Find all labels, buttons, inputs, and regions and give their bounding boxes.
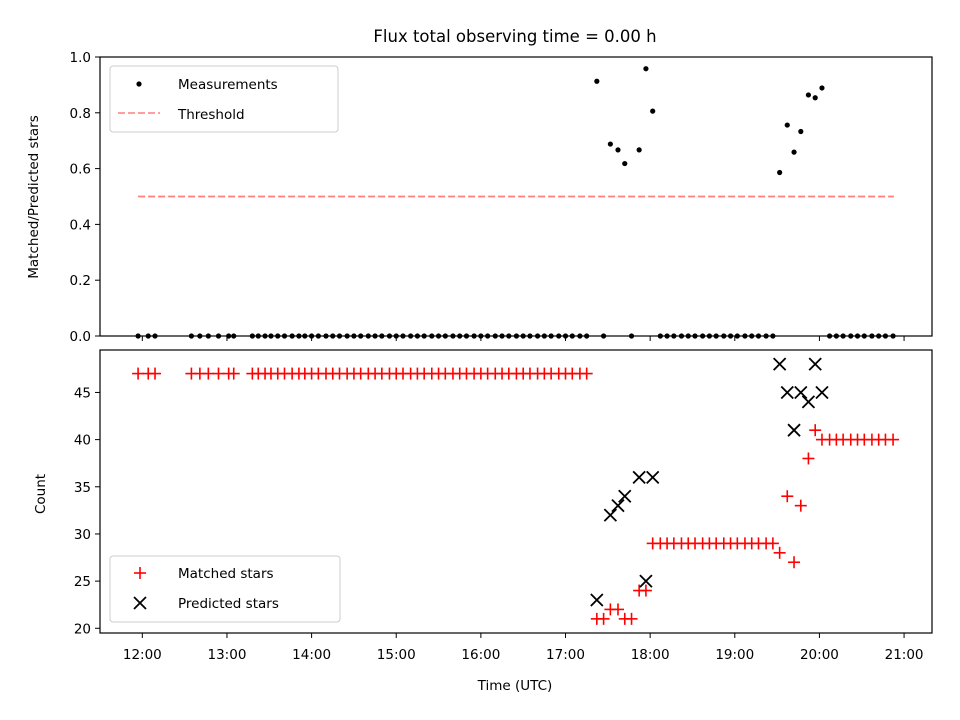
bottom-y-tick-label: 30 bbox=[74, 527, 91, 543]
measurement-point bbox=[594, 78, 600, 84]
x-tick-label: 16:00 bbox=[461, 647, 500, 663]
measurement-point bbox=[636, 147, 642, 153]
measurement-point bbox=[643, 66, 649, 72]
predicted-star-point bbox=[801, 395, 816, 409]
predicted-star-point bbox=[590, 593, 604, 607]
predicted-star-point bbox=[632, 470, 646, 484]
matched-star-point bbox=[802, 452, 815, 465]
x-tick-label: 20:00 bbox=[800, 647, 839, 663]
matched-star-point bbox=[212, 367, 225, 380]
measurement-point bbox=[622, 160, 628, 167]
measurement-point bbox=[791, 149, 797, 155]
matched-star-point bbox=[766, 537, 779, 550]
predicted-star-point bbox=[815, 385, 829, 400]
chart-title: Flux total observing time = 0.00 h bbox=[373, 27, 656, 46]
bottom-legend-frame bbox=[109, 555, 341, 623]
measurement-point bbox=[812, 95, 818, 101]
measurement-point bbox=[650, 108, 656, 114]
matched-star-point bbox=[132, 367, 145, 380]
top-y-tick-label: 0.2 bbox=[70, 273, 91, 289]
x-tick-label: 17:00 bbox=[546, 647, 585, 663]
bottom-y-ticks: 20 25 30 35 40 45 bbox=[74, 385, 100, 637]
top-y-tick-label: 0.0 bbox=[70, 329, 91, 345]
predicted-star-point bbox=[808, 357, 822, 371]
matched-star-point bbox=[781, 490, 794, 503]
predicted-star-point bbox=[773, 357, 787, 371]
legend-matched-label: Matched stars bbox=[178, 566, 274, 582]
bottom-y-axis-label: Count bbox=[33, 474, 49, 514]
measurement-point bbox=[805, 92, 812, 98]
measurement-point bbox=[798, 128, 804, 135]
matched-star-point bbox=[639, 584, 652, 597]
legend-measurements-label: Measurements bbox=[178, 77, 278, 93]
top-axes-frame bbox=[99, 56, 933, 337]
predicted-star-point bbox=[611, 499, 625, 513]
matched-star-point bbox=[809, 424, 822, 437]
top-y-tick-label: 0.4 bbox=[70, 217, 91, 233]
matched-star-point bbox=[887, 433, 900, 446]
top-y-tick-label: 0.6 bbox=[70, 162, 91, 178]
x-tick-label: 18:00 bbox=[631, 647, 670, 663]
matched-star-point bbox=[580, 367, 593, 380]
measurement-point bbox=[819, 85, 825, 91]
legend-measurements-marker bbox=[136, 81, 142, 87]
matched-star-point bbox=[611, 603, 624, 616]
matched-star-point bbox=[149, 367, 162, 380]
legend-predicted-marker bbox=[133, 596, 147, 610]
bottom-legend: Matched stars Predicted stars bbox=[109, 555, 341, 623]
x-tick-label: 13:00 bbox=[208, 647, 247, 663]
measurement-point bbox=[784, 122, 790, 128]
legend-predicted-label: Predicted stars bbox=[178, 596, 279, 612]
matched-star-point bbox=[794, 499, 807, 512]
x-tick-label: 19:00 bbox=[715, 647, 754, 663]
predicted-star-point bbox=[646, 470, 660, 484]
top-y-tick-label: 0.8 bbox=[70, 106, 91, 122]
matched-star-point bbox=[773, 546, 786, 559]
bottom-x-ticks: 12:00 13:00 14:00 15:00 16:00 17:00 18:00 19:00… bbox=[123, 633, 924, 663]
bottom-y-tick-label: 40 bbox=[74, 433, 91, 449]
bottom-panel: 20 25 30 35 40 45 12:00 13:00 14:00 15:00 16:00 17… bbox=[33, 349, 933, 694]
x-axis-label: Time (UTC) bbox=[477, 678, 553, 694]
measurement-point bbox=[615, 147, 621, 153]
predicted-star-point bbox=[780, 385, 794, 400]
top-legend-frame bbox=[109, 65, 339, 133]
matched-star-point bbox=[788, 556, 801, 569]
bottom-y-tick-label: 45 bbox=[74, 385, 91, 401]
x-tick-label: 12:00 bbox=[123, 647, 162, 663]
top-panel: 0.0 0.2 0.4 0.6 0.8 1.0 Matched/Predicted sta… bbox=[26, 50, 933, 345]
top-x-ticks bbox=[141, 336, 905, 341]
predicted-star-point bbox=[787, 423, 801, 437]
predicted-star-point bbox=[639, 574, 653, 588]
x-tick-label: 21:00 bbox=[885, 647, 924, 663]
x-tick-label: 14:00 bbox=[292, 647, 331, 663]
predicted-star-point bbox=[794, 385, 808, 400]
matched-star-point bbox=[227, 367, 240, 380]
bottom-y-tick-label: 20 bbox=[74, 621, 91, 637]
top-y-ticks: 0.0 0.2 0.4 0.6 0.8 1.0 bbox=[70, 50, 100, 345]
legend-threshold-label: Threshold bbox=[177, 107, 245, 123]
legend-matched-marker bbox=[134, 567, 146, 579]
measurement-point bbox=[777, 169, 783, 176]
matched-star-point bbox=[202, 367, 215, 380]
matched-star-point bbox=[597, 612, 610, 625]
bottom-y-tick-label: 35 bbox=[74, 480, 91, 496]
bottom-y-tick-label: 25 bbox=[74, 574, 91, 590]
top-y-tick-label: 1.0 bbox=[70, 50, 91, 66]
x-tick-label: 15:00 bbox=[377, 647, 416, 663]
measurement-point bbox=[607, 141, 613, 147]
matched-star-point bbox=[625, 612, 638, 625]
predicted-star-point bbox=[618, 489, 632, 503]
top-legend: Measurements Threshold bbox=[109, 65, 339, 133]
bottom-plot-data bbox=[132, 357, 900, 625]
top-y-axis-label: Matched/Predicted stars bbox=[26, 115, 42, 278]
bottom-axes-frame bbox=[99, 349, 933, 634]
predicted-star-point bbox=[603, 508, 618, 522]
